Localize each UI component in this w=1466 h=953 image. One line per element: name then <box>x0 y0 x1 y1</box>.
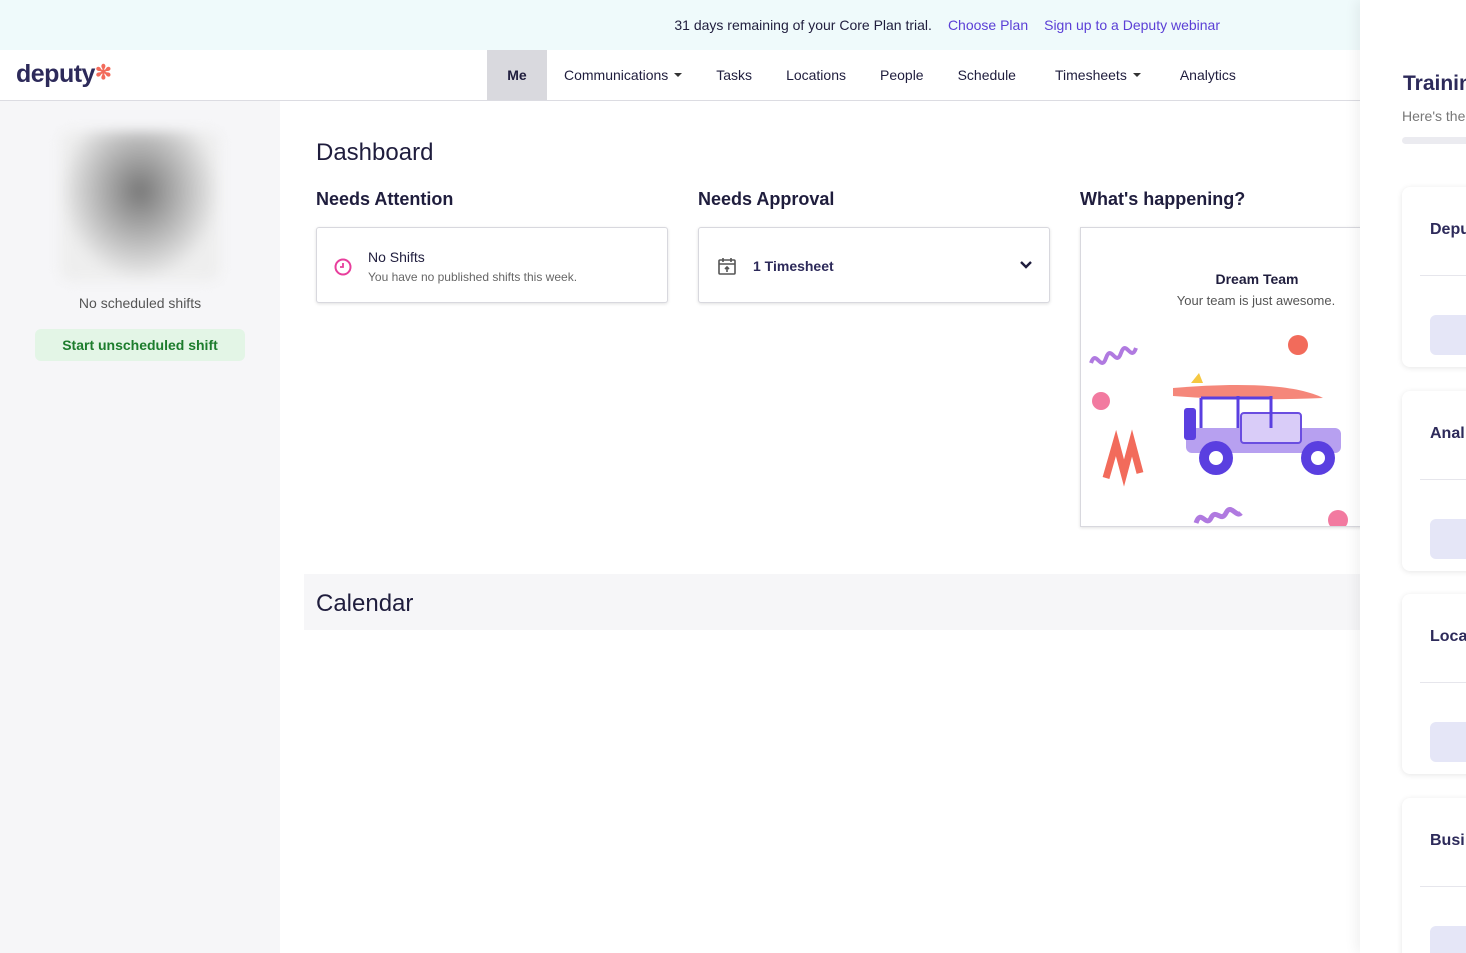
no-shifts-card: No Shifts You have no published shifts t… <box>316 227 668 303</box>
card-button[interactable] <box>1430 722 1466 762</box>
happening-text: Your team is just awesome. <box>1176 293 1336 308</box>
nav-me[interactable]: Me <box>487 50 547 100</box>
card-title: 1 Timesheet <box>753 258 834 274</box>
training-card[interactable]: Loca <box>1402 594 1466 774</box>
page-title: Dashboard <box>316 139 434 166</box>
logo-asterisk-icon: ✻ <box>94 62 112 84</box>
jeep-illustration <box>1089 335 1348 526</box>
choose-plan-link[interactable]: Choose Plan <box>947 17 1029 33</box>
sidebar: No scheduled shifts Start unscheduled sh… <box>0 101 280 953</box>
timesheet-approval-card[interactable]: 1 Timesheet <box>698 227 1050 303</box>
card-title: Anal <box>1430 425 1465 442</box>
clock-icon <box>334 258 352 276</box>
card-title: Depu <box>1430 221 1466 238</box>
card-button[interactable] <box>1430 519 1466 559</box>
panel-title: Trainin <box>1403 72 1466 95</box>
card-title: Busi <box>1430 832 1465 849</box>
avatar <box>60 131 220 281</box>
chevron-down-icon[interactable] <box>1019 260 1033 270</box>
nav-tasks[interactable]: Tasks <box>716 67 753 83</box>
whats-happening-card: Dream Team Your team is just awesome. <box>1080 227 1370 527</box>
trial-banner: 31 days remaining of your Core Plan tria… <box>0 0 1360 50</box>
webinar-link[interactable]: Sign up to a Deputy webinar <box>1044 17 1220 33</box>
calendar-heading: Calendar <box>316 590 414 617</box>
card-button[interactable] <box>1430 315 1466 355</box>
card-title: Loca <box>1430 628 1466 645</box>
nav-label: Communications <box>564 67 669 83</box>
card-button[interactable] <box>1430 926 1466 953</box>
card-title: No Shifts <box>368 249 425 265</box>
top-nav: deputy✻ Me Communications Tasks Location… <box>0 50 1360 101</box>
start-unscheduled-shift-button[interactable]: Start unscheduled shift <box>35 329 245 361</box>
nav-timesheets[interactable]: Timesheets <box>1033 50 1158 100</box>
progress-bar <box>1402 137 1466 144</box>
nav-schedule[interactable]: Schedule <box>957 67 1016 83</box>
panel-subtitle: Here's the <box>1402 108 1466 124</box>
caret-down-icon <box>1132 73 1141 77</box>
training-panel: Trainin Here's the Depu Anal Loca Busi <box>1360 0 1466 953</box>
trial-text: 31 days remaining of your Core Plan tria… <box>674 17 932 33</box>
needs-attention-heading: Needs Attention <box>316 189 454 209</box>
nav-communications[interactable]: Communications <box>547 50 699 100</box>
training-card[interactable]: Busi <box>1402 798 1466 953</box>
whats-happening-heading: What's happening? <box>1080 189 1246 209</box>
caret-down-icon <box>674 73 683 77</box>
nav-analytics[interactable]: Analytics <box>1179 67 1236 83</box>
happening-title: Dream Team <box>1215 271 1299 287</box>
calendar-icon <box>718 258 736 275</box>
training-card[interactable]: Anal <box>1402 391 1466 571</box>
deputy-logo[interactable]: deputy✻ <box>16 60 112 88</box>
needs-approval-heading: Needs Approval <box>698 189 835 209</box>
training-card[interactable]: Depu <box>1402 187 1466 367</box>
calendar-section: Calendar <box>304 574 1360 630</box>
nav-people[interactable]: People <box>880 67 924 83</box>
shift-status: No scheduled shifts <box>78 295 202 311</box>
card-text: You have no published shifts this week. <box>368 270 578 284</box>
nav-label: Timesheets <box>1054 67 1127 83</box>
nav-locations[interactable]: Locations <box>786 67 846 83</box>
